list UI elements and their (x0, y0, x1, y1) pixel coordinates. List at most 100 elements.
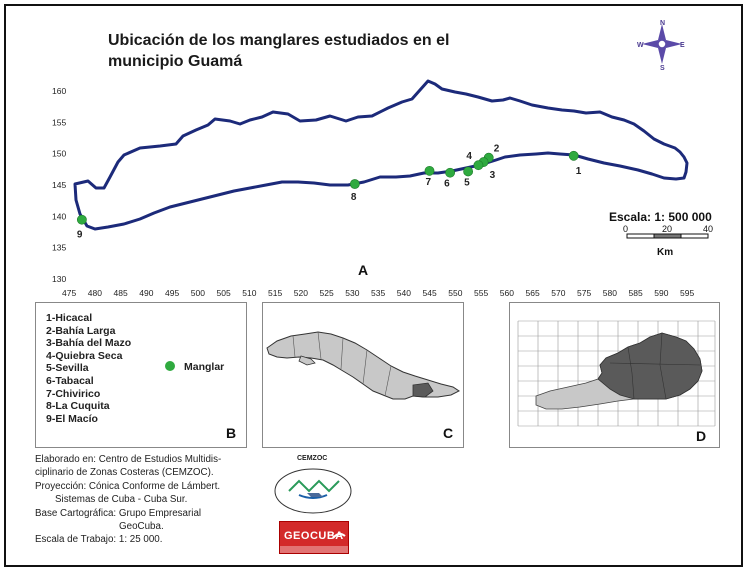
site-marker-4 (473, 160, 484, 171)
legend-site-item: 9-El Macío (46, 412, 98, 425)
cuba-map (266, 331, 460, 400)
legend-site-item: 3-Bahía del Mazo (46, 337, 132, 350)
y-tick-label: 160 (52, 86, 66, 96)
x-tick-label: 515 (268, 288, 282, 298)
geocuba-logo-text: GEOCUBA (284, 530, 344, 542)
site-label-7: 7 (426, 177, 432, 188)
legend-site-item: 1-Hicacal (46, 312, 93, 324)
y-tick-label: 150 (52, 149, 66, 159)
y-tick-label: 155 (52, 117, 66, 127)
map-frame (4, 4, 743, 567)
site-marker-7 (424, 165, 435, 176)
scale-label: Escala: 1: 500 000 (609, 210, 712, 224)
legend-site-item: 5-Sevilla (46, 362, 89, 375)
legend-site-item: 6-Tabacal (46, 374, 94, 387)
credit-line: Base Cartográfica: Grupo Empresarial (35, 507, 202, 519)
credit-line: Proyección: Cónica Conforme de Lámbert. (35, 480, 221, 492)
main-map: 160 155 150 1 4 5 140 135 130 475 480 485 490 495 500… (52, 79, 713, 298)
x-tick-label: 535 (371, 288, 385, 298)
map-credits: Elaborado en: Centro de Estudios Multidi… (35, 453, 221, 547)
panel-label-d: D (696, 428, 707, 444)
cemzoc-emblem-icon (274, 468, 352, 514)
compass-east: E (680, 42, 685, 49)
scale-bar-segment-1 (626, 233, 655, 239)
site-label-3: 3 (490, 170, 496, 181)
guama-highlight (412, 382, 434, 398)
site-label-8: 8 (351, 192, 357, 203)
credit-line: GeoCuba. (119, 521, 164, 533)
legend-site-item: 4-Quiebra Seca (46, 349, 123, 362)
x-tick-label: 570 (551, 288, 565, 298)
scale-bar-segment-2 (653, 233, 682, 239)
scale-tick-20: 20 (662, 224, 672, 234)
scale-tick-40: 40 (703, 224, 713, 234)
site-label-6: 6 (444, 179, 450, 190)
site-label-2: 2 (494, 144, 500, 155)
x-tick-label: 545 (423, 288, 437, 298)
panel-label-c: C (443, 425, 454, 441)
x-tick-label: 585 (629, 288, 643, 298)
site-label-5: 5 (464, 177, 470, 188)
municipality-grid-map (517, 320, 716, 427)
credit-line: ciplinario de Zonas Costeras (CEMZOC). (35, 467, 214, 479)
guama-municipality-outline (73, 79, 689, 231)
x-tick-label: 525 (320, 288, 334, 298)
municipality-region (597, 332, 703, 400)
legend-site-list: 1-Hicacal 2-Bahía Larga 3-Bahía del Mazo 4-… (46, 312, 131, 425)
x-tick-label: 540 (397, 288, 411, 298)
cemzoc-logo: CEMZOC (271, 455, 355, 515)
panel-label-b: B (226, 425, 237, 441)
site-marker-1 (568, 150, 579, 161)
site-marker-9 (76, 214, 87, 225)
x-tick-label: 475 (62, 288, 76, 298)
compass-south: S (660, 65, 665, 70)
site-marker-5 (463, 166, 474, 177)
x-tick-label: 595 (680, 288, 694, 298)
cuba-location-panel: C (262, 302, 464, 448)
x-tick-label: 480 (88, 288, 102, 298)
x-tick-label: 590 (654, 288, 668, 298)
credit-line: Sistemas de Cuba - Cuba Sur. (55, 494, 188, 506)
municipality-detail-panel: D (509, 302, 720, 448)
title-line-1: Ubicación de los manglares estudiados en… (108, 32, 450, 49)
y-tick-label: 130 (52, 274, 66, 284)
site-marker-6 (445, 167, 455, 178)
x-tick-label: 485 (114, 288, 128, 298)
site-label-4: 4 (466, 151, 472, 162)
credit-line: Elaborado en: Centro de Estudios Multidi… (35, 454, 222, 465)
x-tick-label: 580 (603, 288, 617, 298)
x-tick-label: 490 (139, 288, 153, 298)
legend-marker-label: Manglar (184, 361, 225, 373)
manglar-marker-icon (165, 361, 175, 371)
site-label-9: 9 (77, 230, 83, 241)
scale-unit: Km (657, 247, 673, 258)
scale-bar-segment-3 (680, 233, 709, 239)
x-tick-label: 565 (526, 288, 540, 298)
x-tick-label: 550 (448, 288, 462, 298)
x-tick-label: 560 (500, 288, 514, 298)
scale-tick-0: 0 (623, 224, 628, 234)
legend-site-item: 8-La Cuquita (46, 400, 110, 413)
site-marker-8 (349, 179, 360, 189)
x-tick-label: 495 (165, 288, 179, 298)
site-label-1: 1 (576, 166, 582, 177)
y-tick-label: 140 (52, 211, 66, 221)
panel-label-a: A (358, 262, 368, 278)
x-tick-label: 520 (294, 288, 308, 298)
y-tick-label: 135 (52, 243, 66, 253)
credit-line: Escala de Trabajo: 1: 25 000. (35, 534, 163, 546)
x-tick-label: 505 (217, 288, 231, 298)
legend-site-item: 7-Chivirico (46, 387, 101, 400)
compass-north: N (660, 20, 665, 27)
x-tick-label: 500 (191, 288, 205, 298)
x-tick-label: 510 (242, 288, 256, 298)
geocuba-wave-icon (332, 532, 346, 539)
legend-site-item: 2-Bahía Larga (46, 324, 116, 337)
geocuba-logo: GEOCUBA (279, 521, 349, 554)
compass-rose-icon: N E S W (637, 20, 685, 70)
x-tick-label: 555 (474, 288, 488, 298)
title-line-2: municipio Guamá (108, 53, 243, 70)
legend-panel: 1-Hicacal 2-Bahía Larga 3-Bahía del Mazo 4-… (35, 302, 247, 448)
x-tick-label: 575 (577, 288, 591, 298)
compass-west: W (637, 42, 644, 49)
